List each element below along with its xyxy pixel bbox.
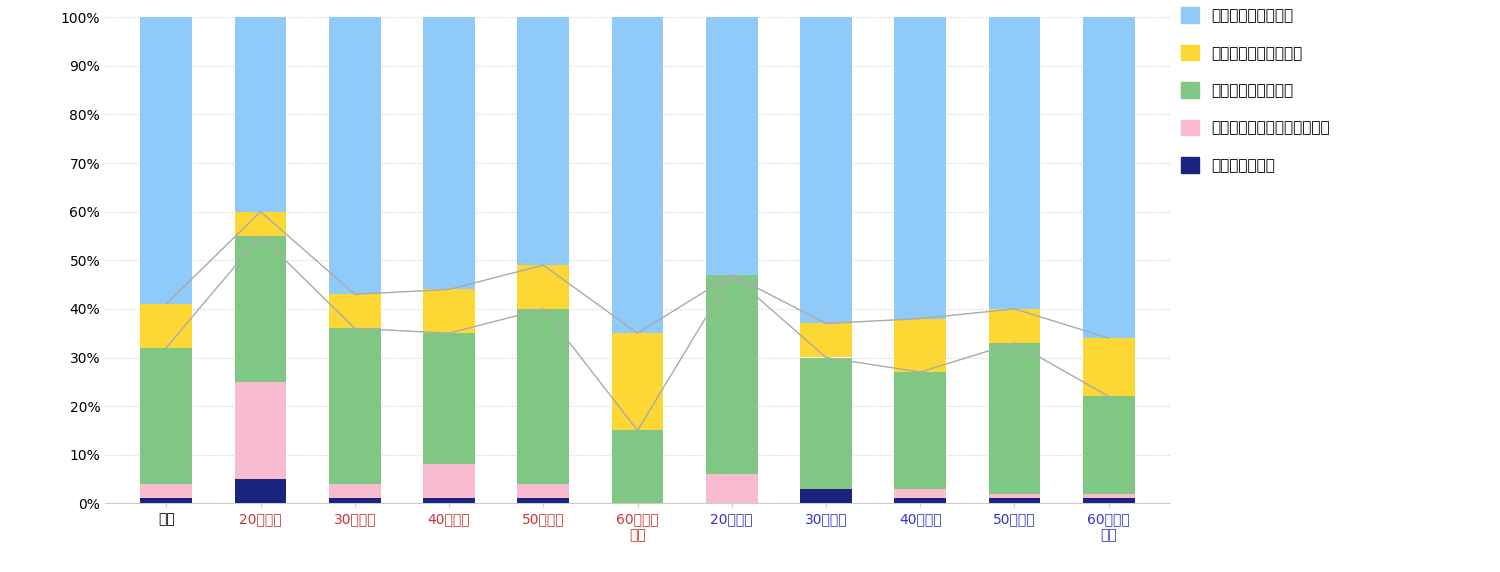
Bar bbox=[706, 474, 758, 503]
Bar bbox=[988, 17, 1041, 309]
Bar bbox=[518, 498, 568, 503]
Bar bbox=[328, 484, 381, 498]
Bar bbox=[1083, 494, 1134, 498]
Bar bbox=[423, 333, 476, 464]
Bar bbox=[234, 212, 286, 236]
Bar bbox=[800, 17, 852, 323]
Bar bbox=[1083, 396, 1134, 494]
Bar bbox=[988, 494, 1041, 498]
Bar bbox=[234, 17, 286, 212]
Bar bbox=[518, 484, 568, 498]
Bar bbox=[234, 236, 286, 382]
Bar bbox=[988, 498, 1041, 503]
Bar bbox=[234, 382, 286, 479]
Bar bbox=[800, 358, 852, 488]
Bar bbox=[706, 275, 758, 474]
Bar bbox=[141, 484, 192, 498]
Bar bbox=[706, 17, 758, 275]
Bar bbox=[894, 17, 946, 319]
Bar bbox=[141, 304, 192, 348]
Bar bbox=[423, 17, 476, 289]
Bar bbox=[800, 488, 852, 503]
Bar bbox=[423, 498, 476, 503]
Bar bbox=[894, 488, 946, 498]
Bar bbox=[141, 498, 192, 503]
Bar bbox=[988, 309, 1041, 343]
Bar bbox=[141, 17, 192, 304]
Bar bbox=[328, 294, 381, 328]
Bar bbox=[328, 498, 381, 503]
Bar bbox=[518, 17, 568, 265]
Bar bbox=[612, 17, 663, 333]
Bar bbox=[612, 430, 663, 503]
Bar bbox=[328, 17, 381, 294]
Bar bbox=[518, 265, 568, 309]
Bar bbox=[894, 498, 946, 503]
Bar bbox=[423, 464, 476, 498]
Bar bbox=[423, 289, 476, 333]
Bar bbox=[518, 309, 568, 484]
Bar bbox=[800, 323, 852, 358]
Bar bbox=[141, 348, 192, 484]
Bar bbox=[234, 479, 286, 503]
Bar bbox=[894, 372, 946, 488]
Bar bbox=[328, 328, 381, 484]
Bar bbox=[1083, 17, 1134, 338]
Legend: 全く利用したくない, あまり利用したくない, どちらとも言えない, どちらかと言えば利用したい, ぜひ利用したい: 全く利用したくない, あまり利用したくない, どちらとも言えない, どちらかと言… bbox=[1180, 7, 1330, 173]
Bar bbox=[1083, 498, 1134, 503]
Bar bbox=[988, 343, 1041, 494]
Bar bbox=[612, 333, 663, 430]
Bar bbox=[1083, 338, 1134, 396]
Bar bbox=[894, 319, 946, 372]
